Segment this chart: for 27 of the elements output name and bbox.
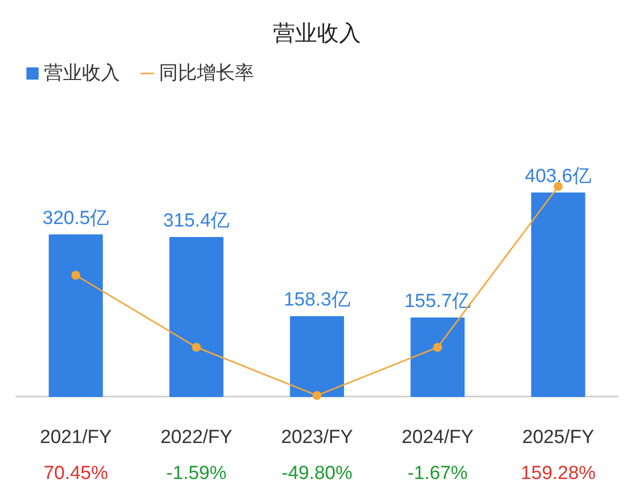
- bar: [531, 192, 586, 397]
- point: [192, 342, 201, 352]
- data-label: 315.4亿: [163, 210, 230, 232]
- point: [433, 342, 442, 352]
- data-label: -1.59%: [166, 463, 227, 484]
- x-tick-label: 2022/FY: [160, 427, 233, 448]
- point: [312, 390, 322, 400]
- data-label: -49.80%: [282, 463, 352, 484]
- legend-label: 营业收入: [44, 62, 120, 86]
- x-tick-label: 2021/FY: [40, 427, 112, 448]
- chart-title: 营业收入: [273, 20, 361, 46]
- bar: [410, 317, 465, 397]
- data-label: 158.3亿: [284, 290, 350, 311]
- data-label: 320.5亿: [42, 208, 110, 229]
- legend-label: 同比增长率: [159, 62, 254, 86]
- data-label: 70.45%: [44, 463, 108, 484]
- x-tick-label: 2024/FY: [402, 427, 474, 448]
- bar: [169, 236, 224, 397]
- x-tick-label: 2025/FY: [522, 427, 594, 448]
- data-label: 403.6亿: [524, 166, 592, 187]
- data-label: 155.7亿: [404, 290, 471, 312]
- data-label: -1.67%: [408, 463, 468, 484]
- bar: [290, 316, 344, 397]
- x-tick-label: 2023/FY: [281, 427, 354, 448]
- data-label: 159.28%: [520, 463, 596, 484]
- point: [71, 270, 80, 280]
- bar: [48, 234, 103, 397]
